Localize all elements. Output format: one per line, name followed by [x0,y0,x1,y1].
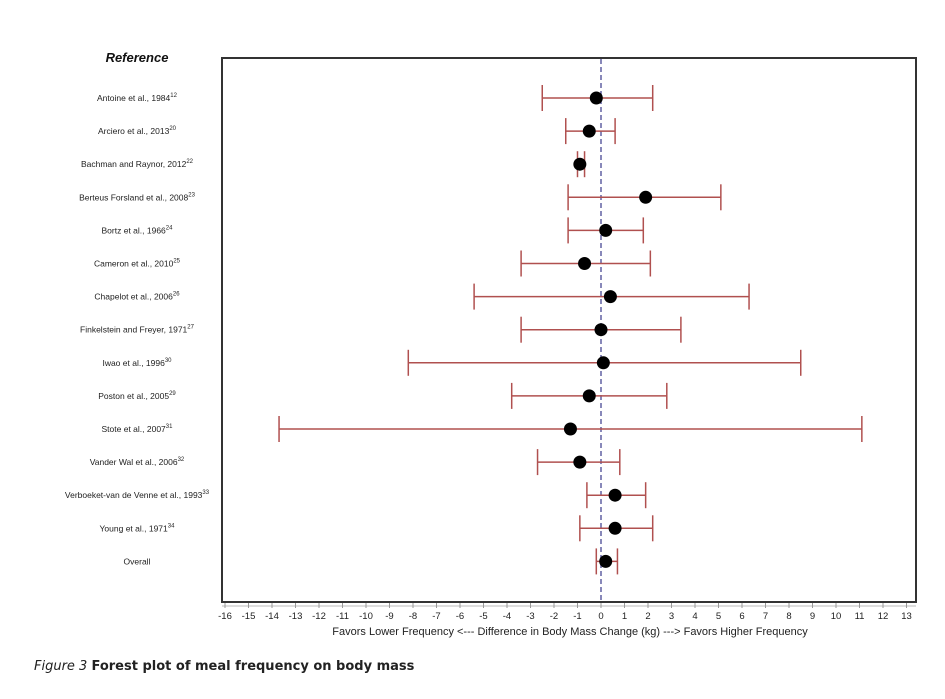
x-tick-label: -7 [432,611,440,622]
study-row [520,250,652,277]
study-row [567,184,722,211]
point-estimate [608,488,622,502]
study-reference-number: 22 [186,159,193,165]
x-tick-label: 8 [786,611,791,622]
study-label: Cameron et al., 201025 [94,259,181,269]
x-tick-label: -2 [550,611,558,622]
x-tick-label: 9 [810,611,815,622]
study-label: Iwao et al., 199630 [102,358,172,368]
study-reference-number: 23 [188,192,195,198]
x-tick-label: -1 [573,611,581,622]
x-tick-label: -15 [242,611,256,622]
study-row [567,217,645,244]
study-label: Arciero et al., 201320 [98,126,177,136]
study-label: Berteus Forsland et al., 200823 [79,192,195,202]
x-axis-ticks: -16 -15 -14 -13 -12 -11 -10 -9 -8 -7 -6 -5 -4 -3 -2 -1 0… [218,603,912,622]
study-label: Bachman and Raynor, 201222 [81,159,194,169]
x-tick-label: -12 [312,611,326,622]
study-reference-number: 31 [166,424,173,430]
x-tick-label: 10 [831,611,842,622]
study-label: Vander Wal et al., 200632 [90,457,185,467]
x-tick-label: 2 [645,611,650,622]
figure-number: Figure 3 [34,659,88,674]
x-tick-label: 7 [763,611,768,622]
study-label: Stote et al., 200731 [102,424,174,434]
study-reference-number: 30 [165,358,172,364]
study-reference-number: 20 [169,126,176,132]
study-reference-number: 34 [168,523,175,529]
point-estimate [563,422,577,436]
study-reference-number: 33 [202,490,209,496]
x-tick-label: -3 [526,611,534,622]
study-reference-number: 32 [178,457,185,463]
point-estimate [578,257,592,270]
figure-title: Forest plot of meal frequency on body ma… [91,659,415,674]
study-row [473,283,750,310]
x-tick-label: -8 [409,611,417,622]
study-label: Finkelstein and Freyer, 197127 [80,325,195,335]
study-row [586,482,647,509]
point-estimate [599,554,613,568]
x-tick-label: -11 [336,611,349,622]
point-estimate [599,223,613,237]
study-reference-number: 25 [173,259,180,265]
point-estimate [573,455,587,469]
x-tick-label: -14 [265,611,279,622]
x-tick-label: -6 [456,611,464,622]
point-estimate [639,190,653,204]
study-label: Antoine et al., 198412 [97,93,178,103]
reference-column-header: Reference [106,50,169,65]
study-reference-number: 27 [187,325,194,331]
study-row [541,85,654,111]
study-row [536,449,621,476]
x-tick-label: 6 [739,611,744,622]
study-label: Bortz et al., 196624 [102,225,174,235]
x-tick-label: -9 [385,611,393,622]
x-tick-label: -16 [218,611,232,622]
study-row [565,118,616,145]
study-row [579,515,654,542]
point-estimate [596,356,610,370]
point-estimate [594,323,608,337]
x-tick-label: 3 [669,611,674,622]
study-label: Young et al., 197134 [100,523,176,533]
study-row [520,316,682,343]
point-estimate [608,521,622,535]
point-estimate [573,157,587,171]
x-axis-label: Favors Lower Frequency <--- Difference i… [332,626,808,638]
study-row [595,548,619,575]
study-label: Poston et al., 200529 [98,391,176,401]
study-reference-number: 29 [169,391,176,397]
study-row [510,382,668,409]
study-row [407,349,802,376]
x-tick-label: 13 [901,611,912,622]
point-estimate [582,389,596,403]
study-row [278,416,863,442]
study-label: Chapelot et al., 200626 [94,292,180,302]
x-tick-label: 12 [878,611,889,622]
x-tick-label: 5 [716,611,721,622]
point-estimate [603,290,617,304]
study-label: Overall [124,556,151,566]
x-tick-label: -10 [359,611,373,622]
x-tick-label: 1 [622,611,627,622]
plot-marks [278,85,863,575]
study-labels: Antoine et al., 198412 Arciero et al., 20… [65,93,210,566]
x-tick-label: -4 [503,611,511,622]
study-label: Verboeket-van de Venne et al., 199333 [65,490,210,500]
x-tick-label: -5 [479,611,487,622]
point-estimate [582,124,596,138]
plot-frame [221,57,917,603]
study-reference-number: 24 [166,225,173,231]
x-tick-label: 0 [598,611,603,622]
x-tick-label: 11 [855,611,865,622]
x-tick-label: -13 [289,611,303,622]
figure-caption: Figure 3 Forest plot of meal frequency o… [34,659,414,674]
study-reference-number: 26 [173,292,180,298]
point-estimate [589,91,603,105]
study-row [573,151,587,178]
study-reference-number: 12 [170,93,177,99]
x-tick-label: 4 [692,611,697,622]
